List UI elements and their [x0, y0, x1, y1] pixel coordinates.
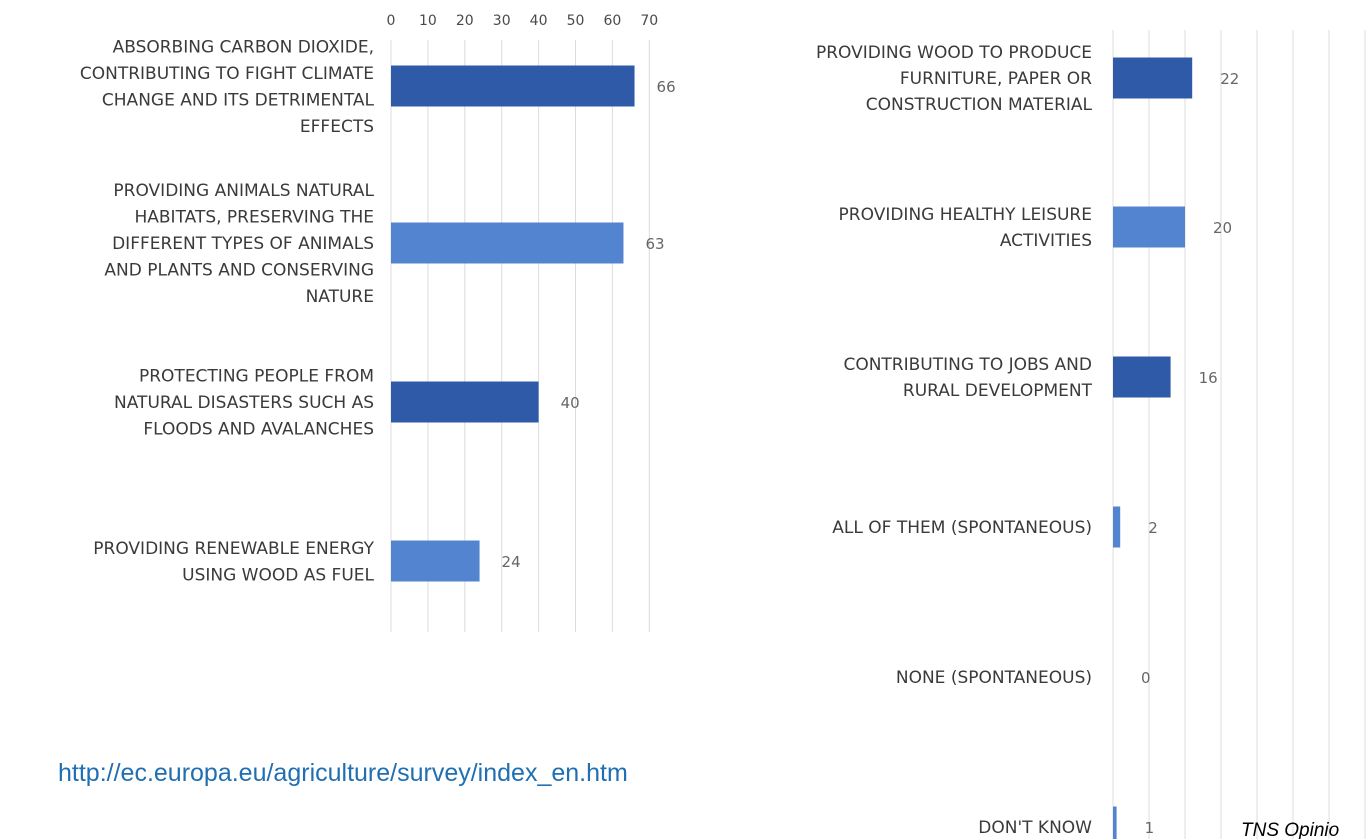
- source-credit: TNS Opinio: [1241, 820, 1339, 839]
- x-tick-label: 0: [387, 13, 396, 29]
- bar-value-label: 24: [502, 553, 521, 571]
- bar: [391, 540, 480, 582]
- bar-value-label: 22: [1220, 70, 1239, 88]
- right-bar-chart: 22 PROVIDING WOOD TO PRODUCE FURNITURE, PA…: [816, 30, 1366, 839]
- x-tick-label: 40: [530, 13, 548, 29]
- bar: [391, 381, 539, 423]
- category-label: ABSORBING CARBON DIOXIDE, CONTRIBUTING TO…: [80, 37, 375, 137]
- bar-value-label: 2: [1148, 519, 1158, 537]
- category-label: PROVIDING HEALTHY LEISURE ACTIVITIES: [839, 205, 1092, 251]
- category-label: PROVIDING RENEWABLE ENERGY USING WOOD AS …: [93, 539, 374, 586]
- category-label: ALL OF THEM (SPONTANEOUS): [832, 518, 1092, 538]
- bar-value-label: 20: [1213, 219, 1232, 237]
- bar: [391, 222, 624, 264]
- bar: [1113, 506, 1121, 548]
- x-tick-label: 30: [493, 13, 511, 29]
- bar: [391, 65, 635, 107]
- x-tick-label: 10: [419, 13, 437, 29]
- bar: [1113, 206, 1185, 248]
- bar-value-label: 66: [657, 78, 676, 96]
- bar-value-label: 40: [561, 394, 580, 412]
- category-label: DON'T KNOW: [978, 818, 1092, 838]
- x-tick-label: 50: [567, 13, 585, 29]
- bar-value-label: 0: [1141, 669, 1151, 687]
- bar-value-label: 1: [1145, 819, 1155, 837]
- bar-value-label: 63: [645, 235, 664, 253]
- category-label: PROTECTING PEOPLE FROM NATURAL DISASTERS …: [114, 367, 374, 440]
- x-tick-label: 20: [456, 13, 474, 29]
- x-tick-label: 70: [640, 13, 658, 29]
- bar: [1113, 57, 1193, 99]
- category-label: CONTRIBUTING TO JOBS AND RURAL DEVELOPMEN…: [843, 355, 1092, 401]
- category-label: PROVIDING WOOD TO PRODUCE FURNITURE, PAPE…: [816, 43, 1093, 115]
- category-label: PROVIDING ANIMALS NATURAL HABITATS, PRESE…: [104, 181, 374, 307]
- bar: [1113, 356, 1171, 398]
- x-tick-label: 60: [603, 13, 621, 29]
- bar: [1113, 806, 1117, 839]
- category-label: NONE (SPONTANEOUS): [896, 668, 1092, 688]
- source-url-link[interactable]: http://ec.europa.eu/agriculture/survey/i…: [58, 759, 628, 787]
- left-bar-chart: 0 10 20 30 40 50 60 70 66 ABSORBING CARBON DIOXID…: [80, 13, 676, 632]
- bar-value-label: 16: [1199, 369, 1218, 387]
